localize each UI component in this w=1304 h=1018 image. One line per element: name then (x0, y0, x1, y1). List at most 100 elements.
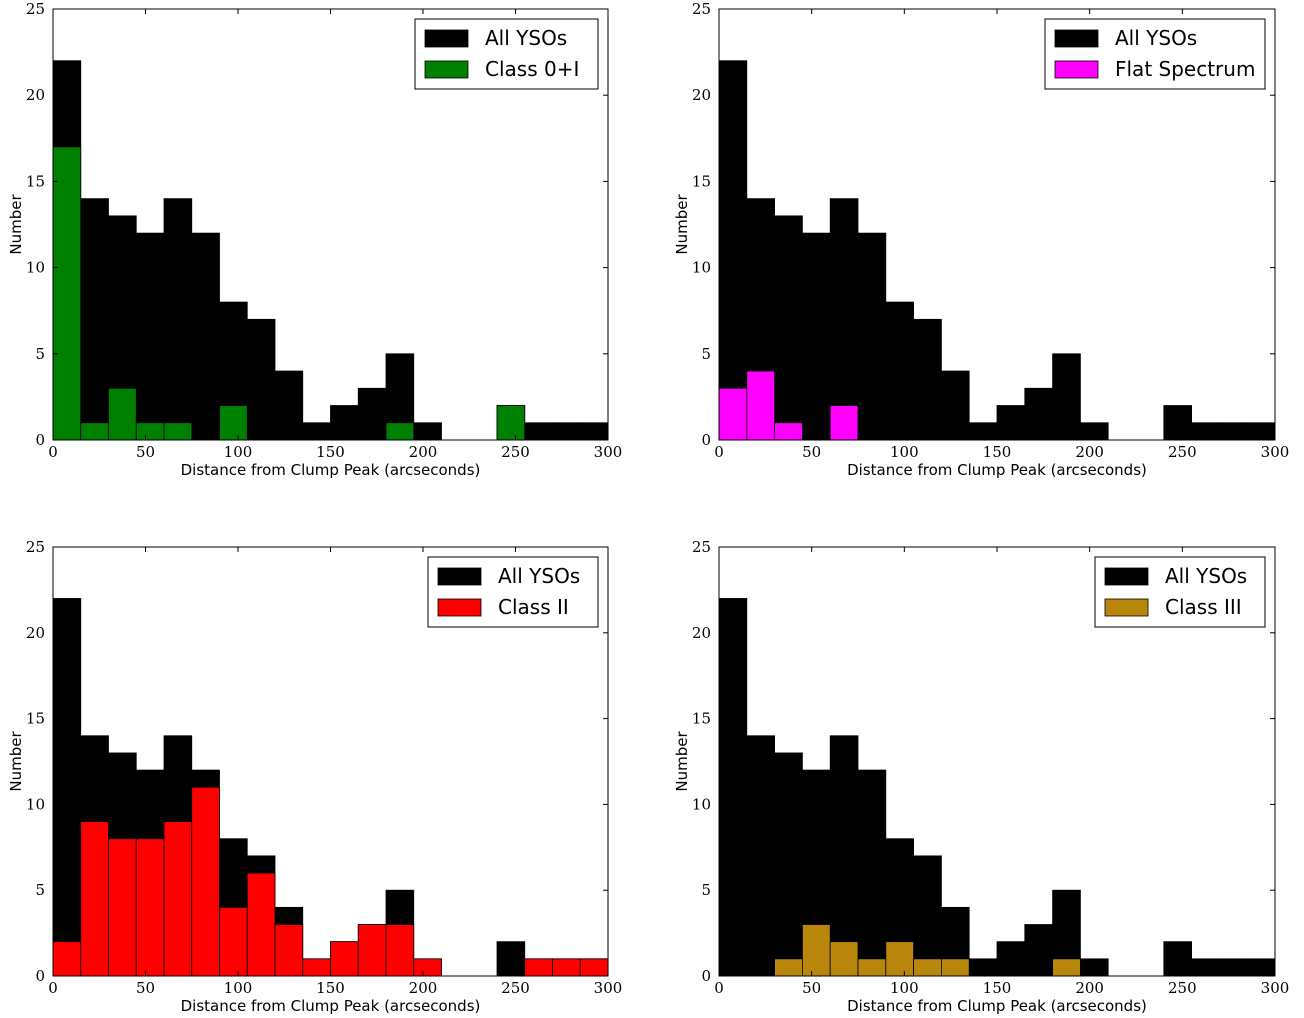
bar (829, 405, 859, 441)
bar (108, 387, 137, 441)
x-tick-label: 0 (48, 443, 58, 461)
bar (163, 821, 193, 977)
bar (1191, 422, 1220, 441)
y-tick-label: 0 (35, 431, 45, 449)
bar (302, 958, 331, 977)
x-tick-label: 50 (136, 443, 155, 461)
bar (774, 215, 803, 441)
legend-label: Flat Spectrum (1115, 57, 1255, 81)
bar (219, 906, 248, 977)
bar (829, 735, 859, 977)
bar (163, 422, 193, 441)
bar (135, 422, 165, 441)
bar (579, 958, 609, 977)
legend-swatch (1054, 29, 1099, 48)
y-tick-label: 0 (35, 967, 45, 985)
series-2 (52, 786, 609, 977)
bar (413, 422, 442, 441)
bar (579, 422, 609, 441)
histogram-panel-1: 0 50 100 150 200 250 300 0 5 10 15 20 25 Distance fro… (7, 0, 622, 479)
bar (552, 958, 581, 977)
bar (80, 198, 109, 441)
legend-label: Class III (1165, 595, 1242, 619)
y-tick-label: 15 (692, 172, 711, 190)
series-2 (52, 146, 526, 441)
bar (135, 838, 165, 977)
y-tick-label: 20 (26, 624, 45, 642)
y-axis-label: Number (673, 194, 691, 255)
bar (413, 958, 442, 977)
legend-label: All YSOs (1165, 564, 1247, 588)
bar (1163, 405, 1193, 441)
y-tick-label: 15 (692, 710, 711, 728)
legend-label: All YSOs (498, 564, 580, 588)
bar (357, 924, 387, 977)
bar (802, 232, 831, 441)
bar (1246, 422, 1276, 441)
legend-label: All YSOs (485, 26, 567, 50)
bar (302, 422, 331, 441)
series-2 (718, 370, 859, 441)
bar (968, 422, 998, 441)
bar (1246, 958, 1276, 977)
x-axis-label: Distance from Clump Peak (arcseconds) (847, 997, 1147, 1015)
bar (829, 198, 859, 441)
bar (913, 318, 942, 441)
bar (1191, 958, 1220, 977)
bar (802, 924, 831, 977)
legend: All YSOs Class 0+I (414, 18, 599, 90)
legend-label: Class 0+I (485, 57, 579, 81)
bar (1024, 387, 1054, 441)
bar (913, 958, 942, 977)
bar (385, 422, 415, 441)
legend-swatch (424, 60, 469, 79)
bar (52, 598, 82, 977)
y-axis-label: Number (7, 194, 25, 255)
bar (191, 232, 220, 441)
bar (774, 422, 803, 441)
x-tick-label: 100 (224, 979, 253, 997)
bar (80, 821, 109, 977)
x-tick-label: 250 (1168, 979, 1197, 997)
bar (857, 769, 887, 977)
series-1 (718, 598, 1276, 977)
x-tick-label: 150 (316, 979, 345, 997)
bar (1052, 958, 1081, 977)
y-tick-label: 10 (692, 795, 711, 813)
bar (968, 958, 998, 977)
bar (1219, 958, 1248, 977)
x-tick-label: 100 (224, 443, 253, 461)
histogram-panel-3: 0 50 100 150 200 250 300 0 5 10 15 20 25 Distance fro… (7, 538, 622, 1015)
y-tick-label: 20 (26, 86, 45, 104)
y-axis-label: Number (673, 731, 691, 792)
bar (1163, 941, 1193, 977)
y-tick-label: 20 (692, 86, 711, 104)
x-tick-label: 200 (1075, 443, 1104, 461)
legend-label: All YSOs (1115, 26, 1197, 50)
bar (163, 198, 193, 441)
bar (135, 232, 165, 441)
x-tick-label: 300 (1261, 443, 1290, 461)
bar (330, 405, 359, 441)
histogram-panel-2: 0 50 100 150 200 250 300 0 5 10 15 20 25 Distance fro… (673, 0, 1289, 479)
bar (1080, 958, 1109, 977)
bar (718, 598, 748, 977)
bar (1219, 422, 1248, 441)
y-tick-label: 25 (26, 538, 45, 556)
legend: All YSOs Class III (1094, 556, 1266, 628)
x-tick-label: 50 (802, 979, 821, 997)
bar (108, 838, 137, 977)
x-tick-label: 250 (1168, 443, 1197, 461)
bar (885, 301, 914, 441)
bar (885, 941, 914, 977)
legend-swatch (437, 598, 482, 617)
bar (996, 405, 1026, 441)
bar (219, 405, 248, 441)
x-tick-label: 0 (714, 443, 724, 461)
y-tick-label: 10 (26, 259, 45, 277)
series-2 (774, 924, 1081, 977)
x-tick-label: 200 (409, 443, 438, 461)
y-axis-label: Number (7, 731, 25, 792)
legend: All YSOs Flat Spectrum (1044, 18, 1266, 90)
histogram-panel-4: 0 50 100 150 200 250 300 0 5 10 15 20 25 Distance fro… (673, 538, 1289, 1015)
